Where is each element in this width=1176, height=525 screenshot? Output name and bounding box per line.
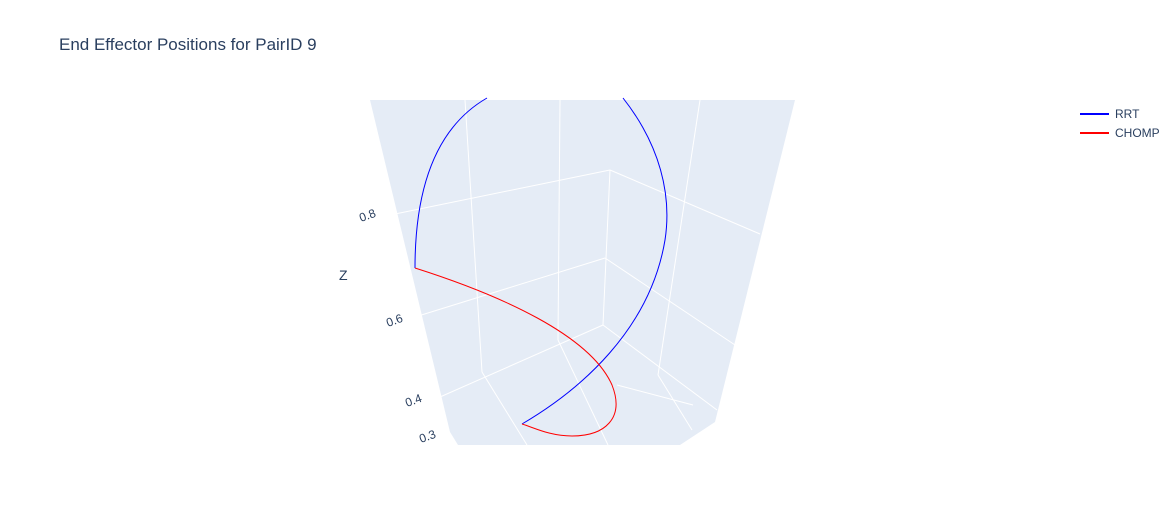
grid-line [557,339,609,446]
grid-line [602,169,611,326]
z-tick-label: 0.8 [357,206,378,225]
grid-line [602,324,718,411]
grid-line [616,384,694,406]
legend: RRT CHOMP [1080,107,1160,140]
grid-line [604,257,736,346]
grid-line [464,99,483,373]
z-axis-title: Z [339,267,348,283]
grid-line [481,371,528,446]
chart-title: End Effector Positions for PairID 9 [59,35,317,54]
series-line-chomp[interactable] [414,267,617,437]
grid-line [439,324,604,398]
legend-label-rrt: RRT [1115,107,1140,121]
grid-line [414,257,606,318]
grid-line [657,99,701,376]
grid-line [657,374,693,431]
legend-label-chomp: CHOMP [1115,126,1160,140]
z-tick-label: 0.4 [403,391,424,410]
back-pane [370,100,795,445]
legend-item-rrt[interactable]: RRT [1080,107,1140,121]
z-tick-label: 0.6 [384,311,405,330]
grid-line [557,99,561,341]
series-line-rrt[interactable] [414,97,668,425]
grid-line [609,169,761,235]
scene-3d[interactable]: 0.8 0.6 0.4 0.3 Z [339,97,795,446]
grid-lines [394,99,761,446]
z-tick-label: 0.3 [417,427,438,446]
legend-item-chomp[interactable]: CHOMP [1080,126,1160,140]
grid-line [394,169,611,215]
